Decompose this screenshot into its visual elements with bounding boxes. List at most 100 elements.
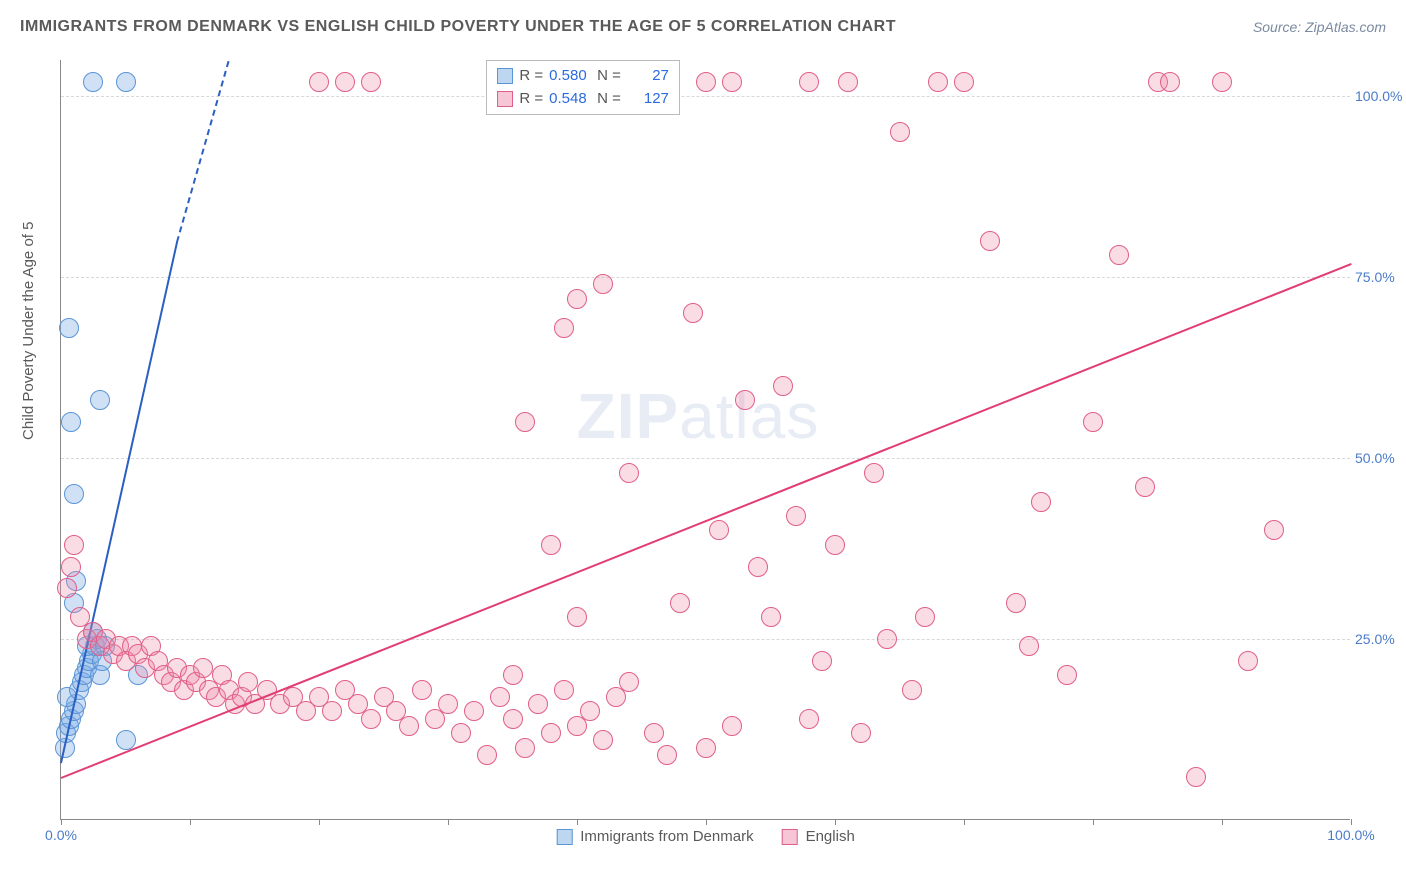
x-tick-label: 100.0% xyxy=(1327,827,1374,843)
scatter-point xyxy=(451,723,471,743)
scatter-point xyxy=(322,701,342,721)
scatter-point xyxy=(1019,636,1039,656)
legend-swatch xyxy=(497,68,513,84)
scatter-point xyxy=(361,72,381,92)
scatter-point xyxy=(877,629,897,649)
scatter-point xyxy=(1238,651,1258,671)
gridline-horizontal xyxy=(61,639,1350,640)
scatter-point xyxy=(1212,72,1232,92)
trend-line xyxy=(61,263,1352,779)
scatter-point xyxy=(915,607,935,627)
scatter-point xyxy=(477,745,497,765)
scatter-point xyxy=(567,289,587,309)
title-bar: IMMIGRANTS FROM DENMARK VS ENGLISH CHILD… xyxy=(20,18,1386,36)
scatter-point xyxy=(825,535,845,555)
scatter-point xyxy=(554,680,574,700)
scatter-point xyxy=(61,412,81,432)
scatter-point xyxy=(567,607,587,627)
scatter-point xyxy=(1006,593,1026,613)
scatter-point xyxy=(1031,492,1051,512)
scatter-point xyxy=(1109,245,1129,265)
scatter-point xyxy=(799,709,819,729)
n-value: 27 xyxy=(627,65,669,88)
x-tick-mark xyxy=(61,819,62,825)
scatter-point xyxy=(83,72,103,92)
trend-line-dashed xyxy=(176,61,230,242)
legend-series-name: English xyxy=(806,828,855,845)
legend-series-name: Immigrants from Denmark xyxy=(580,828,753,845)
scatter-point xyxy=(786,506,806,526)
y-tick-label: 25.0% xyxy=(1355,631,1406,647)
legend-stat-row: R =0.580N =27 xyxy=(497,65,669,88)
legend-item: English xyxy=(782,828,855,845)
scatter-point xyxy=(57,578,77,598)
scatter-point xyxy=(59,318,79,338)
scatter-point xyxy=(61,557,81,577)
scatter-point xyxy=(619,463,639,483)
scatter-plot-area: ZIPatlas 25.0%50.0%75.0%100.0%0.0%100.0%… xyxy=(60,60,1350,820)
scatter-point xyxy=(1264,520,1284,540)
scatter-point xyxy=(1135,477,1155,497)
source-attribution: Source: ZipAtlas.com xyxy=(1253,19,1386,35)
n-label: N = xyxy=(597,88,621,111)
scatter-point xyxy=(657,745,677,765)
scatter-point xyxy=(361,709,381,729)
x-tick-mark xyxy=(190,819,191,825)
scatter-point xyxy=(528,694,548,714)
scatter-point xyxy=(1083,412,1103,432)
scatter-point xyxy=(464,701,484,721)
legend-swatch xyxy=(556,829,572,845)
scatter-point xyxy=(696,738,716,758)
x-tick-mark xyxy=(964,819,965,825)
scatter-point xyxy=(64,484,84,504)
scatter-point xyxy=(619,672,639,692)
x-tick-mark xyxy=(577,819,578,825)
scatter-point xyxy=(193,658,213,678)
scatter-point xyxy=(773,376,793,396)
gridline-horizontal xyxy=(61,458,1350,459)
scatter-point xyxy=(864,463,884,483)
scatter-point xyxy=(1160,72,1180,92)
scatter-point xyxy=(838,72,858,92)
scatter-point xyxy=(580,701,600,721)
y-tick-label: 50.0% xyxy=(1355,450,1406,466)
chart-title: IMMIGRANTS FROM DENMARK VS ENGLISH CHILD… xyxy=(20,18,896,36)
scatter-point xyxy=(541,723,561,743)
scatter-point xyxy=(670,593,690,613)
scatter-point xyxy=(954,72,974,92)
x-tick-mark xyxy=(835,819,836,825)
x-tick-mark xyxy=(706,819,707,825)
scatter-point xyxy=(593,274,613,294)
scatter-point xyxy=(722,716,742,736)
x-tick-label: 0.0% xyxy=(45,827,77,843)
gridline-horizontal xyxy=(61,96,1350,97)
scatter-point xyxy=(515,738,535,758)
legend-swatch xyxy=(497,91,513,107)
scatter-point xyxy=(980,231,1000,251)
scatter-point xyxy=(696,72,716,92)
scatter-point xyxy=(902,680,922,700)
scatter-point xyxy=(90,390,110,410)
x-tick-mark xyxy=(448,819,449,825)
scatter-point xyxy=(309,72,329,92)
correlation-legend: R =0.580N =27R =0.548N =127 xyxy=(486,60,680,115)
scatter-point xyxy=(490,687,510,707)
scatter-point xyxy=(761,607,781,627)
scatter-point xyxy=(812,651,832,671)
r-value: 0.548 xyxy=(549,88,591,111)
n-value: 127 xyxy=(627,88,669,111)
legend-item: Immigrants from Denmark xyxy=(556,828,753,845)
gridline-horizontal xyxy=(61,277,1350,278)
series-legend: Immigrants from Denmark English xyxy=(556,828,855,845)
scatter-point xyxy=(503,665,523,685)
n-label: N = xyxy=(597,65,621,88)
legend-swatch xyxy=(782,829,798,845)
scatter-point xyxy=(890,122,910,142)
scatter-point xyxy=(928,72,948,92)
legend-stat-row: R =0.548N =127 xyxy=(497,88,669,111)
scatter-point xyxy=(593,730,613,750)
r-value: 0.580 xyxy=(549,65,591,88)
scatter-point xyxy=(438,694,458,714)
scatter-point xyxy=(709,520,729,540)
scatter-point xyxy=(412,680,432,700)
